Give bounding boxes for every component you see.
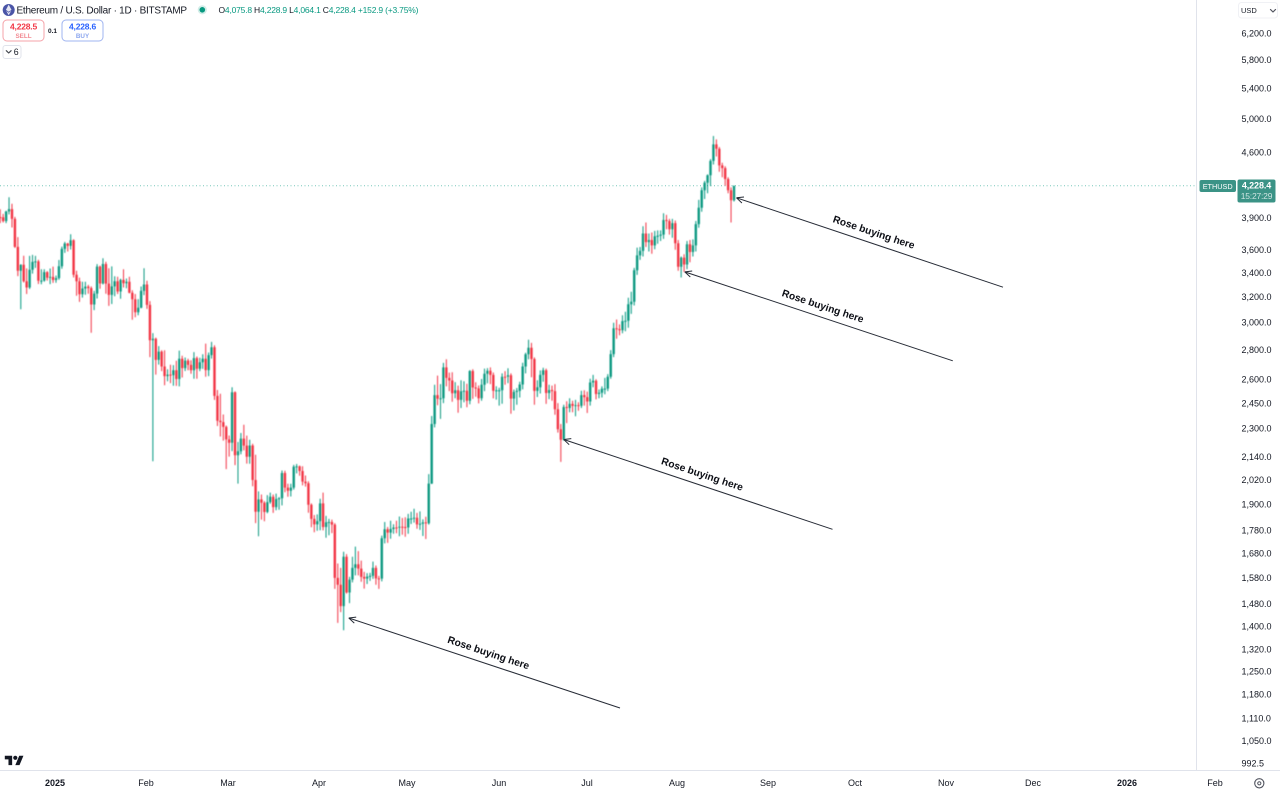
svg-text:2025: 2025	[45, 778, 65, 788]
svg-text:2,140.0: 2,140.0	[1242, 452, 1272, 462]
svg-text:2,020.0: 2,020.0	[1242, 475, 1272, 485]
svg-text:4,228.4: 4,228.4	[1242, 181, 1271, 191]
svg-text:1,680.0: 1,680.0	[1242, 549, 1272, 559]
svg-text:Dec: Dec	[1025, 778, 1042, 788]
svg-text:1,050.0: 1,050.0	[1242, 736, 1272, 746]
svg-text:4,600.0: 4,600.0	[1242, 147, 1272, 157]
svg-text:Feb: Feb	[138, 778, 154, 788]
svg-text:1,900.0: 1,900.0	[1242, 500, 1272, 510]
svg-text:3,600.0: 3,600.0	[1242, 245, 1272, 255]
svg-text:Aug: Aug	[669, 778, 685, 788]
svg-text:Sep: Sep	[760, 778, 776, 788]
svg-text:2,800.0: 2,800.0	[1242, 345, 1272, 355]
svg-text:1,110.0: 1,110.0	[1242, 714, 1271, 724]
svg-text:3,000.0: 3,000.0	[1242, 318, 1272, 328]
svg-text:5,000.0: 5,000.0	[1242, 114, 1272, 124]
svg-text:Ethereum / U.S. Dollar · 1D ·: Ethereum / U.S. Dollar · 1D · BITSTAMP	[17, 5, 188, 16]
svg-text:Oct: Oct	[848, 778, 863, 788]
svg-text:5,800.0: 5,800.0	[1242, 55, 1272, 65]
svg-text:6: 6	[14, 47, 19, 57]
svg-text:1,180.0: 1,180.0	[1242, 689, 1272, 699]
svg-text:6,200.0: 6,200.0	[1242, 28, 1272, 38]
svg-text:992.5: 992.5	[1242, 758, 1265, 768]
svg-text:2026: 2026	[1117, 778, 1137, 788]
svg-text:1,250.0: 1,250.0	[1242, 666, 1272, 676]
svg-text:2,600.0: 2,600.0	[1242, 375, 1272, 385]
svg-text:5,400.0: 5,400.0	[1242, 84, 1272, 94]
svg-text:1,580.0: 1,580.0	[1242, 573, 1272, 583]
svg-text:3,200.0: 3,200.0	[1242, 292, 1272, 302]
svg-text:May: May	[398, 778, 416, 788]
svg-text:Nov: Nov	[938, 778, 955, 788]
svg-text:4,228.5: 4,228.5	[10, 22, 37, 32]
svg-text:1,400.0: 1,400.0	[1242, 621, 1272, 631]
svg-text:15:27:29: 15:27:29	[1241, 191, 1273, 201]
svg-text:2,300.0: 2,300.0	[1242, 424, 1272, 434]
svg-text:Jul: Jul	[581, 778, 593, 788]
svg-text:3,900.0: 3,900.0	[1242, 213, 1272, 223]
svg-text:Jun: Jun	[492, 778, 507, 788]
svg-text:0.1: 0.1	[48, 28, 57, 35]
svg-text:O4,075.8 H4,228.9 L4,064.1 C4,: O4,075.8 H4,228.9 L4,064.1 C4,228.4 +152…	[219, 5, 419, 15]
svg-text:1,780.0: 1,780.0	[1242, 526, 1272, 536]
svg-text:1,320.0: 1,320.0	[1242, 645, 1272, 655]
svg-text:Feb: Feb	[1207, 778, 1223, 788]
svg-text:2,450.0: 2,450.0	[1242, 398, 1272, 408]
svg-text:4,228.6: 4,228.6	[69, 22, 96, 32]
svg-text:ETHUSD: ETHUSD	[1203, 182, 1233, 191]
svg-text:Apr: Apr	[312, 778, 326, 788]
svg-text:1,480.0: 1,480.0	[1242, 599, 1272, 609]
svg-text:SELL: SELL	[15, 33, 31, 40]
svg-text:USD: USD	[1241, 6, 1257, 15]
svg-text:3,400.0: 3,400.0	[1242, 268, 1272, 278]
svg-text:BUY: BUY	[76, 33, 90, 40]
svg-text:Mar: Mar	[220, 778, 236, 788]
